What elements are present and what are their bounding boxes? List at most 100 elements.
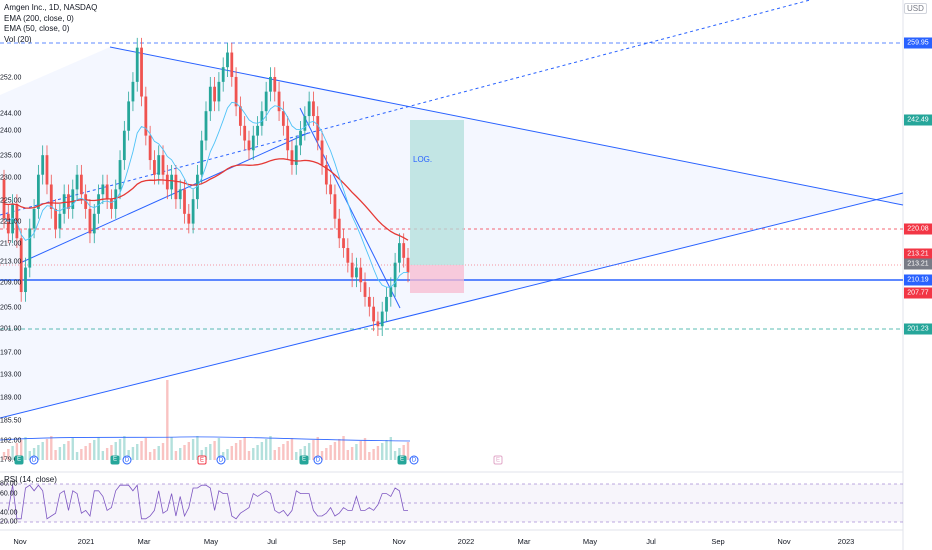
currency-label[interactable]: USD [904, 3, 927, 14]
candle-body [157, 155, 161, 175]
volume-ma-line [0, 436, 411, 442]
volume-bar [15, 443, 19, 460]
candle-body [393, 262, 397, 288]
candle-body [273, 76, 277, 92]
lower-trendline [0, 192, 904, 419]
candle-body [58, 213, 62, 229]
volume-bar [2, 452, 6, 460]
volume-bar [376, 446, 380, 460]
volume-bar [273, 450, 276, 460]
candle-body [260, 111, 264, 126]
volume-bar [234, 443, 238, 460]
volume-bar [252, 448, 255, 460]
candle-body [54, 208, 57, 229]
volume-bar [406, 442, 410, 460]
candle-body [380, 311, 384, 327]
candle-body [131, 81, 135, 102]
volume-bar [166, 380, 169, 460]
volume-bar [247, 451, 251, 460]
volume-bar [148, 452, 152, 460]
price-tick-label: 217.00 [0, 240, 22, 248]
candle-body [165, 174, 169, 190]
volume-bar [41, 442, 44, 460]
time-axis-tick: 2022 [457, 537, 475, 546]
volume-bar [389, 437, 393, 460]
price-tick-label: 209.00 [0, 279, 22, 287]
price-tick-label: 244.00 [0, 110, 22, 118]
volume-bar [307, 443, 311, 460]
candle-body [234, 76, 238, 107]
price-tag: 220.08 [904, 223, 932, 235]
candle-body [84, 194, 88, 209]
candle-body [256, 125, 259, 136]
volume-bar [97, 437, 100, 460]
volume-bar [325, 448, 328, 460]
volume-bar [402, 445, 405, 460]
time-axis-tick: Jul [267, 537, 277, 546]
candle-body [243, 125, 247, 141]
candle-body [110, 199, 113, 209]
candle-body [376, 321, 380, 327]
rsi-tick-label: 60.00 [0, 490, 18, 498]
earnings-dividend-marker: D [216, 455, 226, 465]
candle-body [221, 67, 225, 82]
time-axis-tick: Nov [392, 537, 406, 546]
volume-bar [170, 437, 173, 460]
price-tick-label: 205.00 [0, 304, 22, 312]
candle-body [101, 184, 105, 195]
candle-body [320, 140, 324, 165]
candle-body [161, 155, 165, 175]
candle-body [406, 257, 410, 273]
candle-body [385, 296, 388, 312]
volume-bar [286, 441, 289, 460]
volume-bar [84, 446, 87, 460]
candle-body [122, 130, 126, 161]
volume-bar [239, 440, 242, 460]
volume-bar [299, 449, 302, 460]
price-tag: 242.49 [904, 114, 932, 126]
volume-bar [11, 446, 14, 460]
volume-bar [290, 438, 294, 460]
candle-body [2, 179, 6, 219]
candle-body [15, 204, 19, 239]
candle-body [97, 194, 100, 214]
candle-body [329, 184, 333, 195]
inner-trendline [19, 132, 309, 264]
time-axis-tick: Mar [137, 537, 151, 546]
volume-bar [277, 447, 281, 460]
candle-body [127, 101, 131, 131]
volume-bar [346, 450, 350, 460]
volume-bar [24, 437, 27, 460]
candle-body [36, 174, 40, 209]
volume-bar [105, 448, 109, 460]
candle-body [19, 238, 23, 293]
ema200-legend[interactable]: EMA (200, close, 0) [4, 13, 74, 23]
price-tag: 207.77 [904, 287, 932, 299]
volume-bar [101, 451, 105, 460]
time-axis-tick: Jul [646, 537, 656, 546]
price-tag: 213.21 [904, 248, 932, 260]
time-axis-tick: Nov [13, 537, 27, 546]
price-tick-label: 182.00 [0, 437, 22, 445]
volume-bar [393, 451, 397, 460]
candle-body [294, 145, 298, 165]
candle-body [316, 116, 320, 141]
ema50-line [3, 101, 408, 288]
price-tick-label: 221.00 [0, 218, 22, 226]
rsi-legend[interactable]: RSI (14, close) [4, 475, 57, 484]
candle-body [398, 243, 401, 263]
candle-body [41, 155, 45, 175]
volume-legend[interactable]: Vol (20) [4, 34, 32, 44]
volume-bar [303, 446, 307, 460]
symbol-title[interactable]: Amgen Inc., 1D, NASDAQ [4, 3, 98, 12]
price-tick-label: 189.00 [0, 394, 22, 402]
volume-bar [7, 449, 10, 460]
candle-body [32, 208, 36, 229]
candle-body [277, 91, 281, 112]
candle-body [187, 213, 191, 224]
stop-zone [410, 265, 464, 293]
rsi-tick-label: 20.00 [0, 518, 18, 526]
ema50-legend[interactable]: EMA (50, close, 0) [4, 24, 70, 33]
volume-bar [157, 446, 160, 460]
